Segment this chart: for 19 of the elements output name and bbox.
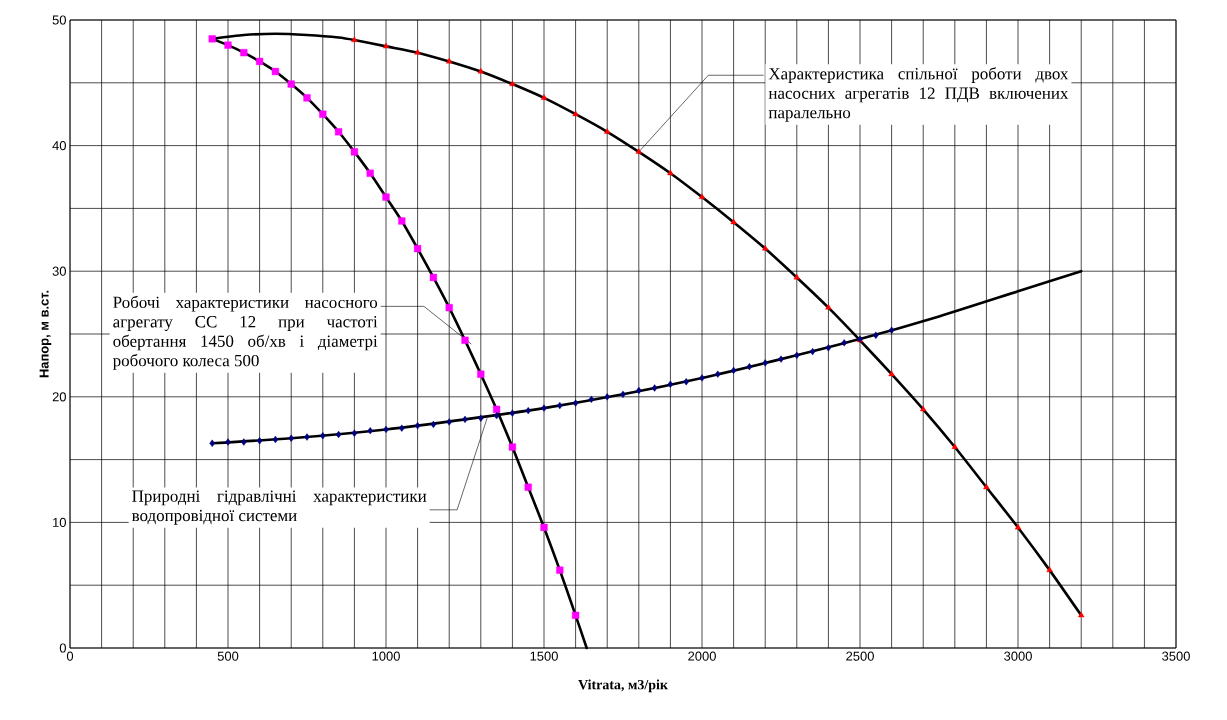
x-tick-label: 2000 — [688, 651, 716, 661]
x-tick-label: 500 — [217, 651, 239, 661]
annotation: Природні гідравлічні характеристики водопровідної системи — [131, 490, 427, 525]
annotation: Характеристика спільної роботи двох насосних агрегатів 12 ПДВ включених паралельно — [768, 67, 1069, 122]
annotation: Робочі характеристики насосного агрегату СС 12 при частоті обертання 1450 об/хв і діаметрі робочого колеса 500 — [112, 295, 378, 370]
y-tick-label: 40 — [52, 141, 66, 151]
x-tick-label: 3000 — [1004, 651, 1032, 661]
y-tick-label: 10 — [53, 517, 66, 527]
x-tick-label: 0 — [66, 651, 74, 661]
y-tick-label: 0 — [59, 643, 66, 653]
x-tick-label: 3500 — [1162, 651, 1190, 661]
y-axis-title: Напор, м в.ст. — [39, 290, 52, 378]
x-axis-title: Vitrata, м3/рік — [578, 679, 668, 693]
x-tick-label: 1500 — [530, 651, 558, 661]
x-tick-label: 2500 — [846, 651, 874, 661]
y-tick-label: 50 — [52, 15, 66, 25]
x-tick-label: 1000 — [372, 651, 400, 661]
y-tick-label: 30 — [52, 266, 66, 276]
y-tick-label: 20 — [52, 392, 66, 402]
